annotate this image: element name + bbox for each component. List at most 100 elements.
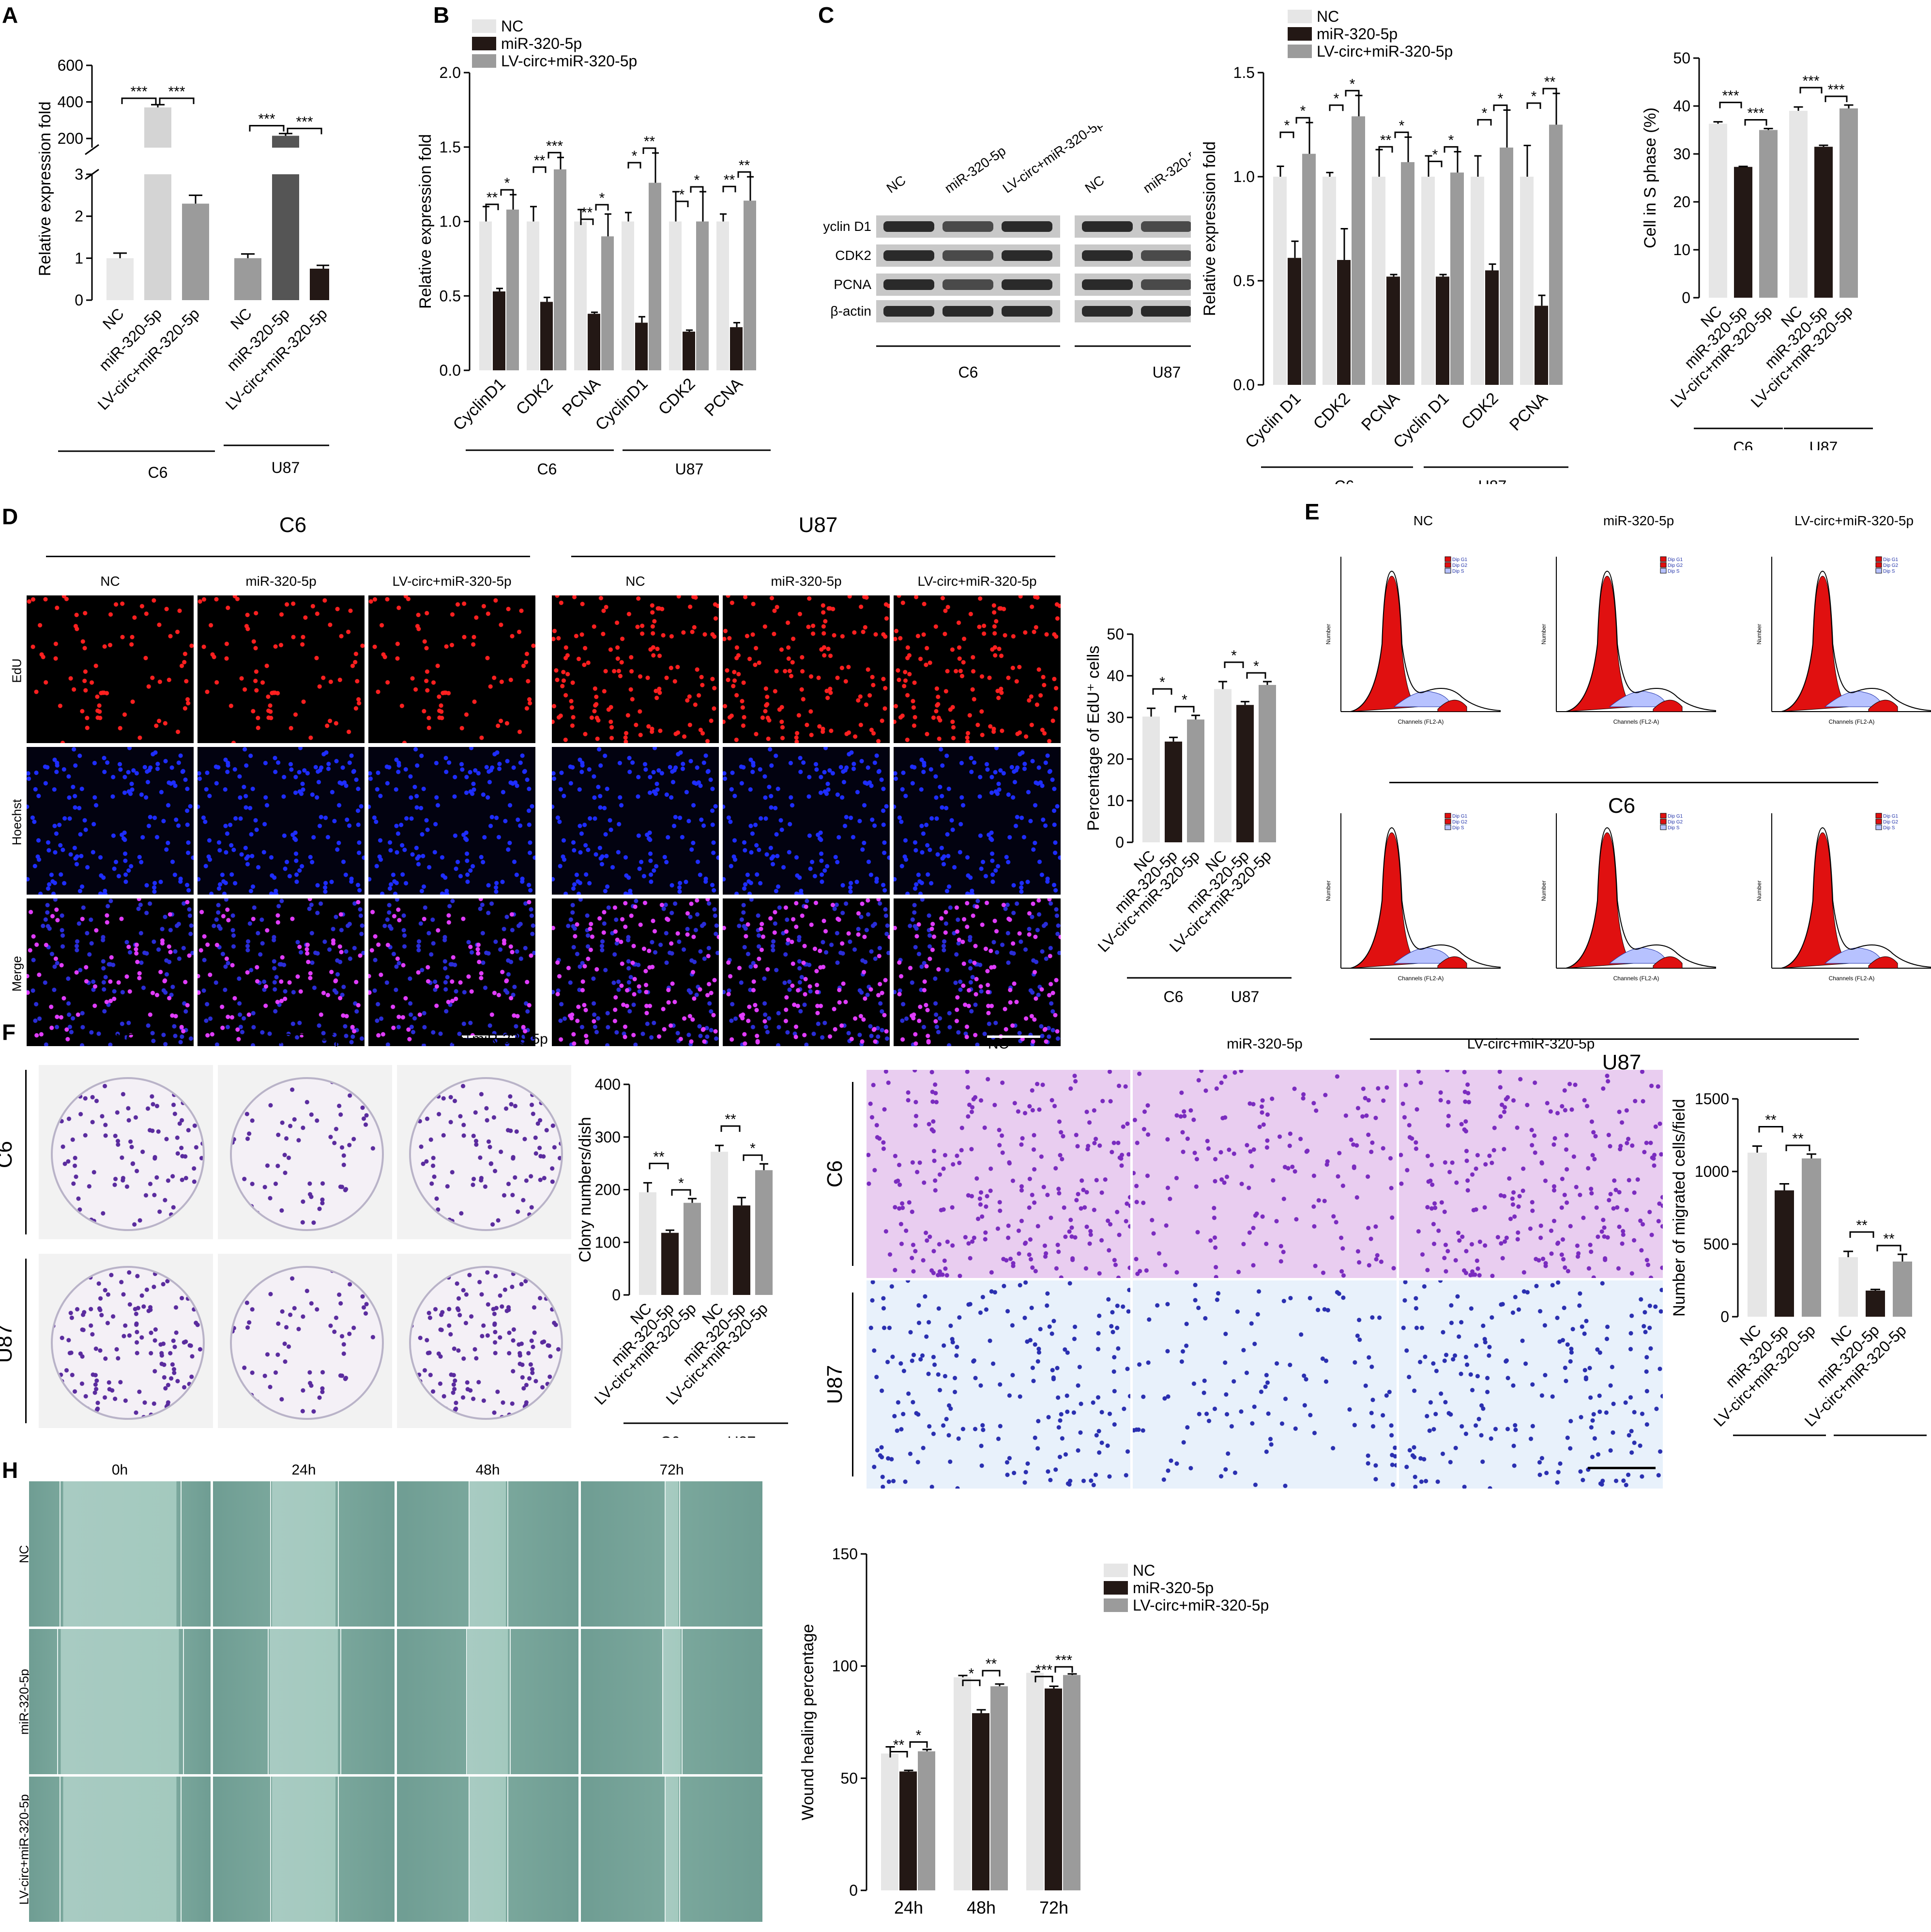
legend-swatch [472, 54, 496, 68]
significance-bracket [1394, 131, 1409, 138]
y-tick-label: 0 [612, 1286, 621, 1304]
significance-bracket [121, 97, 157, 104]
panel-label-h: H [2, 1458, 18, 1483]
blot-band [1141, 250, 1191, 261]
bar [1734, 167, 1752, 298]
significance-label: * [1350, 76, 1355, 92]
significance-bracket [671, 1189, 691, 1196]
bar [1187, 719, 1204, 842]
group-label: U87 [1478, 477, 1507, 484]
legend-label: NC [1317, 8, 1339, 25]
blot-band [1082, 306, 1133, 317]
wound-edge-line [59, 1481, 61, 1627]
group-label: C6 [1733, 439, 1753, 450]
y-tick-label: 500 [1703, 1235, 1729, 1253]
y-tick-label: 400 [595, 1076, 621, 1093]
group-label: U87 [1153, 364, 1181, 381]
blot-band [1082, 250, 1133, 261]
legend-label: Dip G1 [1668, 814, 1683, 819]
x-tick-label: NC [227, 304, 255, 333]
fit-curve [1350, 570, 1501, 712]
row-line [25, 1070, 27, 1234]
y-tick-label: 400 [58, 93, 83, 111]
significance-label: * [1531, 89, 1537, 105]
colony-image [218, 1254, 392, 1428]
chart-c-expression: 0.0 0.5 1.0 1.5 Relative expression fold Cycl… [1201, 8, 1568, 484]
significance-label: ** [724, 172, 735, 188]
legend-label: LV-circ+miR-320-5p [1133, 1597, 1269, 1614]
legend-swatch [1104, 1581, 1128, 1595]
row-line [852, 1082, 853, 1266]
y-axis-label: Wound healing percentage [799, 1624, 817, 1821]
wound-edge-line [270, 1481, 271, 1627]
significance-bracket [249, 125, 285, 132]
legend-swatch [472, 19, 496, 33]
y-tick-label: 0 [1720, 1308, 1729, 1325]
microscopy-image [894, 747, 1061, 895]
wound-image [397, 1777, 578, 1922]
group-label: U87 [728, 1433, 756, 1438]
wound-image [397, 1629, 578, 1774]
scale-bar [462, 1035, 515, 1038]
significance-bracket [1152, 688, 1172, 695]
y-tick-label: 1500 [1695, 1090, 1729, 1108]
y-tick-label: 0 [75, 291, 83, 309]
wound-edge-line [679, 1777, 680, 1922]
wound-image [581, 1629, 762, 1774]
blot-band [943, 306, 993, 317]
legend-swatch [472, 37, 496, 50]
bar [716, 221, 729, 370]
bar [310, 269, 329, 300]
colony-dish [409, 1077, 563, 1231]
bar [506, 209, 519, 370]
legend-label: Dip S [1452, 825, 1464, 831]
row-label: CDK2 [835, 248, 871, 263]
bar [1302, 153, 1316, 385]
microscopy-image [198, 595, 365, 743]
blot-band [943, 279, 993, 290]
bar [635, 322, 648, 370]
wound-edge-line [180, 1777, 182, 1922]
panel-label-a: A [2, 2, 18, 28]
bar [711, 1152, 728, 1295]
bar-upper [144, 107, 171, 148]
bar [1802, 1158, 1821, 1317]
colony-image [218, 1065, 392, 1239]
fit-curve [1566, 827, 1717, 969]
significance-label: ** [644, 134, 655, 150]
bar [588, 314, 600, 370]
x-tick-label: Cyclin D1 [1242, 389, 1305, 452]
significance-bracket [1329, 104, 1344, 111]
significance-label: * [1253, 658, 1259, 674]
significance-bracket [1477, 119, 1492, 126]
row-label: Merge [9, 956, 24, 992]
y-tick-label: 200 [595, 1181, 621, 1199]
significance-label: * [1231, 648, 1237, 664]
bar [661, 1232, 679, 1295]
microscopy-image [723, 747, 890, 895]
significance-bracket [1825, 95, 1848, 103]
legend-label: miR-320-5p [1317, 25, 1398, 43]
wound-edge-line [507, 1481, 508, 1627]
legend-label: Dip G2 [1668, 820, 1683, 825]
colony-dish [51, 1077, 205, 1231]
column-label: LV-circ+miR-320-5p [1467, 1036, 1595, 1052]
significance-label: ** [653, 1149, 665, 1165]
wound-edge-line [182, 1629, 184, 1774]
wound-image-grid: 0h 24h 48h 72h NC miR-320-5p LV-circ+miR-320-5… [17, 1462, 789, 1932]
column-label: 24h [291, 1462, 316, 1478]
legend-label: Dip G2 [1668, 563, 1683, 568]
significance-label: ** [739, 157, 750, 173]
legend-label: miR-320-5p [1133, 1579, 1214, 1597]
row-label: Hoechst [9, 799, 24, 846]
significance-label: * [969, 1666, 974, 1682]
significance-label: ** [1380, 132, 1392, 148]
bar [1839, 1257, 1858, 1317]
chart-g: 0 500 1000 1500 Number of migrated cells/fie… [1670, 1090, 1927, 1447]
x-tick-label: NC [99, 304, 127, 333]
blot-band [943, 250, 993, 261]
bar [755, 1170, 773, 1295]
